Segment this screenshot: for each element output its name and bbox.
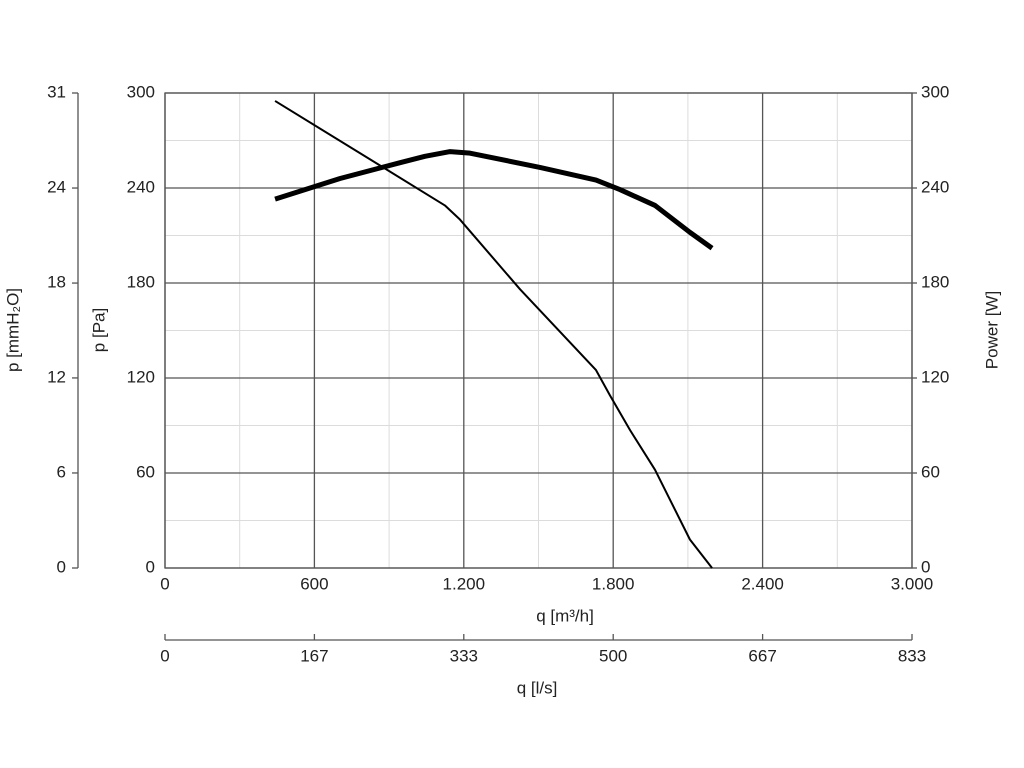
y-tick-label: 60 <box>136 462 155 481</box>
y-tick-label: 0 <box>146 557 155 576</box>
x-tick-label: 1.200 <box>443 574 486 593</box>
y-tick-label: 180 <box>127 272 155 291</box>
x2-axis-label: q [l/s] <box>517 678 558 697</box>
y2-tick-label: 120 <box>921 367 949 386</box>
y2-tick-label: 300 <box>921 82 949 101</box>
y3-tick-label: 0 <box>57 557 66 576</box>
x2-tick-label: 0 <box>160 646 169 665</box>
curve <box>274 100 713 569</box>
y3-tick-label: 12 <box>47 367 66 386</box>
y2-axis-label: Power [W] <box>982 291 1001 369</box>
y3-tick-label: 18 <box>47 273 66 292</box>
x-tick-label: 2.400 <box>741 574 784 593</box>
y3-tick-label: 24 <box>47 178 66 197</box>
y-tick-label: 120 <box>127 367 155 386</box>
y-tick-label: 300 <box>127 82 155 101</box>
x2-tick-label: 333 <box>450 646 478 665</box>
x-axis-label: q [m³/h] <box>536 606 594 625</box>
y3-axis-label: p [mmH₂O] <box>3 288 22 372</box>
y2-tick-label: 180 <box>921 272 949 291</box>
x-tick-label: 3.000 <box>891 574 934 593</box>
y2-tick-label: 60 <box>921 462 940 481</box>
y-tick-label: 240 <box>127 177 155 196</box>
x2-tick-label: 500 <box>599 646 627 665</box>
x-tick-label: 0 <box>160 574 169 593</box>
y3-tick-label: 31 <box>47 82 66 101</box>
x-tick-label: 600 <box>300 574 328 593</box>
x2-tick-label: 833 <box>898 646 926 665</box>
y3-tick-label: 6 <box>57 462 66 481</box>
y-axis-label: p [Pa] <box>89 308 108 352</box>
plot-frame <box>164 92 913 569</box>
x-tick-label: 1.800 <box>592 574 635 593</box>
y2-tick-label: 0 <box>921 557 930 576</box>
curve <box>274 149 714 251</box>
x2-tick-label: 167 <box>300 646 328 665</box>
x2-tick-label: 667 <box>748 646 776 665</box>
y2-tick-label: 240 <box>921 177 949 196</box>
